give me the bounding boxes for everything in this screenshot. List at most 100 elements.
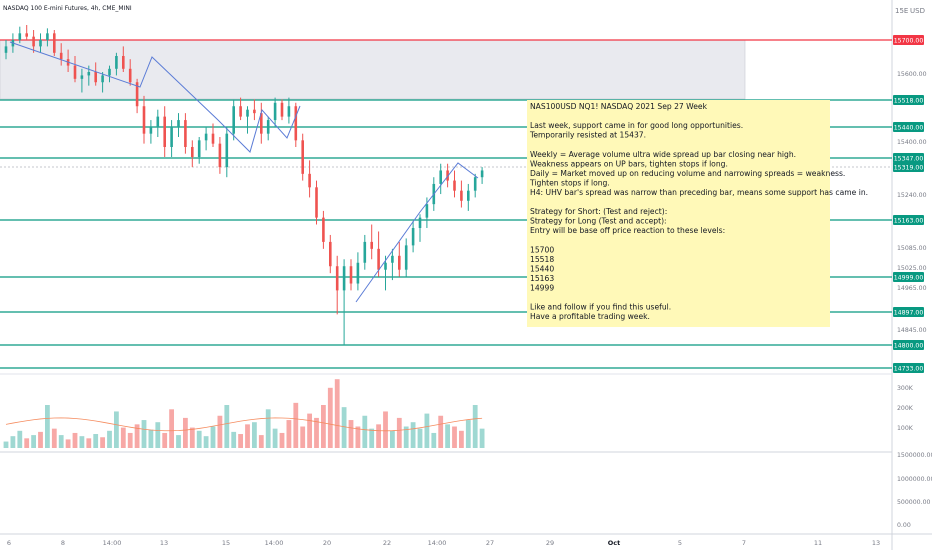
- volume-bar[interactable]: [72, 432, 78, 448]
- candle-body[interactable]: [80, 75, 84, 79]
- volume-bar[interactable]: [445, 424, 450, 448]
- volume-bar[interactable]: [355, 426, 361, 449]
- candle-body[interactable]: [197, 140, 201, 157]
- volume-bar[interactable]: [127, 432, 133, 448]
- volume-bar[interactable]: [183, 417, 188, 448]
- candle-body[interactable]: [329, 241, 332, 267]
- volume-bar[interactable]: [45, 405, 50, 448]
- candle-body[interactable]: [218, 143, 222, 168]
- volume-bar[interactable]: [120, 427, 126, 448]
- candle-body[interactable]: [170, 127, 173, 147]
- candle-body[interactable]: [453, 180, 456, 191]
- candle-body[interactable]: [128, 68, 132, 83]
- volume-bar[interactable]: [479, 428, 485, 448]
- volume-bar[interactable]: [286, 420, 292, 448]
- candle-body[interactable]: [101, 75, 104, 83]
- volume-bar[interactable]: [431, 432, 437, 448]
- volume-bar[interactable]: [93, 434, 99, 448]
- volume-bar[interactable]: [148, 429, 154, 448]
- volume-bar[interactable]: [438, 415, 444, 448]
- candle-body[interactable]: [473, 177, 477, 191]
- volume-bar[interactable]: [390, 430, 395, 448]
- volume-bar[interactable]: [293, 402, 299, 448]
- candle-body[interactable]: [246, 109, 249, 117]
- volume-bar[interactable]: [176, 435, 181, 448]
- candle-body[interactable]: [260, 113, 263, 134]
- volume-bar[interactable]: [272, 428, 278, 448]
- candle-body[interactable]: [73, 65, 77, 79]
- candle-body[interactable]: [253, 109, 256, 114]
- candle-body[interactable]: [398, 255, 401, 270]
- candle-body[interactable]: [391, 255, 394, 263]
- candle-body[interactable]: [149, 127, 153, 134]
- candle-body[interactable]: [467, 190, 470, 201]
- volume-bar[interactable]: [403, 426, 409, 449]
- volume-bar[interactable]: [314, 417, 319, 448]
- volume-bar[interactable]: [155, 422, 161, 448]
- volume-bar[interactable]: [3, 441, 9, 448]
- volume-bar[interactable]: [107, 430, 112, 448]
- candle-body[interactable]: [163, 116, 166, 147]
- candle-body[interactable]: [232, 106, 235, 134]
- volume-bar[interactable]: [369, 428, 375, 448]
- volume-bar[interactable]: [459, 430, 464, 448]
- candle-body[interactable]: [204, 133, 208, 141]
- candle-body[interactable]: [411, 227, 415, 246]
- volume-bar[interactable]: [31, 435, 36, 448]
- candle-body[interactable]: [322, 217, 325, 242]
- volume-bar[interactable]: [196, 430, 202, 448]
- candle-body[interactable]: [266, 120, 270, 134]
- resistance-zone[interactable]: [0, 39, 746, 100]
- candle-body[interactable]: [32, 36, 35, 47]
- candle-body[interactable]: [108, 68, 111, 76]
- candle-body[interactable]: [115, 56, 118, 69]
- candle-body[interactable]: [301, 140, 304, 174]
- candle-body[interactable]: [25, 33, 28, 37]
- candle-body[interactable]: [342, 266, 346, 291]
- volume-bar[interactable]: [327, 387, 333, 448]
- candle-body[interactable]: [94, 72, 97, 83]
- volume-bar[interactable]: [238, 434, 243, 448]
- candle-body[interactable]: [287, 106, 291, 117]
- volume-bar[interactable]: [65, 439, 71, 448]
- volume-bar[interactable]: [417, 428, 423, 448]
- candle-body[interactable]: [239, 106, 242, 117]
- candle-body[interactable]: [177, 120, 180, 127]
- volume-bar[interactable]: [334, 379, 340, 448]
- volume-bar[interactable]: [279, 432, 285, 448]
- candle-body[interactable]: [446, 170, 449, 181]
- candle-body[interactable]: [4, 46, 8, 53]
- candle-body[interactable]: [53, 33, 56, 53]
- candle-body[interactable]: [156, 116, 160, 127]
- candle-body[interactable]: [308, 173, 311, 188]
- candle-body[interactable]: [122, 56, 125, 69]
- volume-bar[interactable]: [341, 407, 347, 448]
- volume-bar[interactable]: [224, 405, 230, 448]
- hand-drawn-trendline[interactable]: [9, 41, 301, 153]
- volume-bar[interactable]: [245, 424, 250, 448]
- candle-body[interactable]: [384, 262, 387, 270]
- candle-body[interactable]: [211, 133, 215, 144]
- volume-bar[interactable]: [189, 427, 195, 448]
- volume-bar[interactable]: [114, 411, 119, 448]
- volume-bar[interactable]: [38, 431, 43, 448]
- candle-body[interactable]: [225, 133, 229, 168]
- volume-bar[interactable]: [465, 420, 471, 448]
- volume-bar[interactable]: [10, 436, 16, 448]
- volume-bar[interactable]: [383, 411, 388, 448]
- volume-bar[interactable]: [58, 435, 64, 448]
- candle-body[interactable]: [335, 266, 339, 291]
- candle-body[interactable]: [356, 262, 360, 284]
- volume-bar[interactable]: [162, 432, 168, 448]
- strategy-note-background[interactable]: [527, 100, 830, 327]
- candle-body[interactable]: [280, 102, 284, 117]
- volume-bar[interactable]: [410, 422, 416, 448]
- volume-bar[interactable]: [51, 428, 57, 448]
- candle-body[interactable]: [315, 187, 318, 218]
- candle-body[interactable]: [404, 245, 408, 270]
- volume-bar[interactable]: [300, 426, 306, 449]
- candle-body[interactable]: [273, 102, 277, 121]
- candle-body[interactable]: [418, 217, 422, 228]
- volume-bar[interactable]: [24, 438, 30, 448]
- volume-bar[interactable]: [376, 424, 381, 448]
